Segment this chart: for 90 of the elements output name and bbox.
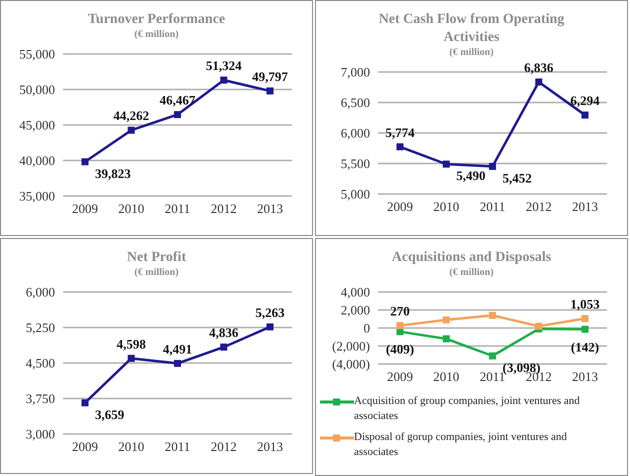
y-tick-label: 7,000 [340, 64, 370, 80]
point [582, 315, 588, 322]
data-label: (142) [570, 339, 600, 354]
y-tick-label: 2,000 [340, 302, 370, 318]
data-label: 6,836 [524, 60, 554, 76]
point [220, 344, 228, 351]
point [396, 322, 404, 330]
point [128, 354, 135, 362]
data-label: 44,262 [113, 108, 150, 124]
y-tick-label: 3,750 [26, 391, 55, 406]
chart-title: Net Cash Flow from Operating Activities [378, 11, 566, 47]
x-tick-label: 2010 [433, 199, 460, 214]
x-tick-label: 2009 [72, 201, 98, 216]
x-tick-label: 2010 [433, 369, 460, 384]
x-tick-label: 2009 [387, 199, 413, 214]
y-tick-label: 6,500 [340, 95, 370, 110]
data-label: 51,324 [206, 58, 242, 74]
y-tick-label: 6,000 [340, 126, 370, 141]
data-label: 46,467 [160, 92, 196, 108]
y-tick-label: 55,000 [19, 46, 55, 62]
x-tick-label: 2013 [257, 439, 283, 454]
y-tick-label: 0 [364, 320, 370, 336]
x-tick-label: 2012 [526, 199, 552, 214]
point [582, 326, 588, 333]
point [266, 323, 274, 330]
point [582, 112, 588, 119]
y-tick-label: (2,000) [332, 338, 370, 354]
data-label: (409) [386, 342, 414, 357]
x-tick-label: 2011 [164, 439, 190, 454]
chart-subtitle: (€ million) [448, 267, 495, 278]
point [82, 158, 88, 166]
y-tick-label: (4,000) [332, 356, 370, 372]
data-label: 49,797 [252, 68, 288, 84]
data-label: 5,774 [385, 124, 416, 140]
chart-subtitle: (€ million) [448, 47, 495, 58]
point [266, 87, 274, 94]
chart-title: Net Profit [126, 249, 188, 267]
point [174, 360, 181, 367]
x-tick-label: 2013 [572, 369, 598, 384]
point [535, 322, 542, 330]
x-tick-label: 2011 [164, 201, 190, 216]
data-label: 3,659 [95, 406, 125, 422]
point [396, 143, 404, 150]
data-label: 5,452 [502, 170, 532, 186]
data-label: 39,823 [95, 166, 132, 181]
point [535, 78, 542, 86]
data-label: 5,263 [255, 304, 286, 320]
chart-subtitle: (€ million) [133, 267, 180, 278]
data-label: 5,490 [456, 168, 486, 184]
x-tick-label: 2012 [210, 201, 237, 216]
point [442, 160, 450, 168]
point [489, 162, 496, 170]
y-tick-label: 6,000 [26, 284, 55, 300]
x-tick-label: 2013 [572, 199, 598, 214]
y-tick-label: 40,000 [19, 153, 55, 168]
y-tick-label: 45,000 [19, 118, 55, 133]
point [128, 126, 135, 134]
y-tick-label: 4,000 [340, 284, 370, 300]
x-tick-label: 2009 [72, 439, 98, 454]
x-tick-label: 2013 [257, 201, 283, 216]
chart-title: Acquisitions and Disposals [390, 249, 552, 267]
point [174, 111, 181, 118]
y-tick-label: 5,250 [26, 320, 55, 336]
data-label: 6,294 [570, 93, 600, 108]
chart-title: Turnover Performance [86, 11, 226, 29]
x-tick-label: 2011 [480, 199, 506, 214]
point [489, 312, 496, 319]
data-label: 270 [390, 304, 410, 319]
y-tick-label: 3,000 [26, 426, 55, 442]
data-label: 4,491 [162, 341, 192, 356]
point [442, 335, 450, 342]
point [82, 399, 88, 406]
data-label: 4,598 [116, 336, 146, 352]
y-tick-label: 35,000 [19, 188, 55, 204]
legend-label: Disposal of gorup companies, joint ventures and associates [354, 430, 568, 460]
legend-label: Acquisition of group companies, joint ventures and associates [354, 394, 581, 424]
point [442, 316, 450, 324]
point [220, 76, 228, 84]
chart-subtitle: (€ million) [133, 29, 180, 40]
x-tick-label: 2012 [210, 439, 237, 454]
x-tick-label: 2010 [118, 201, 144, 216]
point [489, 352, 496, 360]
y-tick-label: 5,000 [340, 186, 370, 202]
y-tick-label: 5,500 [340, 156, 370, 172]
data-label: 4,836 [209, 325, 239, 340]
x-tick-label: 2009 [387, 369, 413, 384]
data-label: 1,053 [570, 296, 600, 312]
y-tick-label: 4,500 [26, 356, 55, 371]
y-tick-label: 50,000 [19, 82, 55, 98]
x-tick-label: 2010 [118, 439, 144, 454]
